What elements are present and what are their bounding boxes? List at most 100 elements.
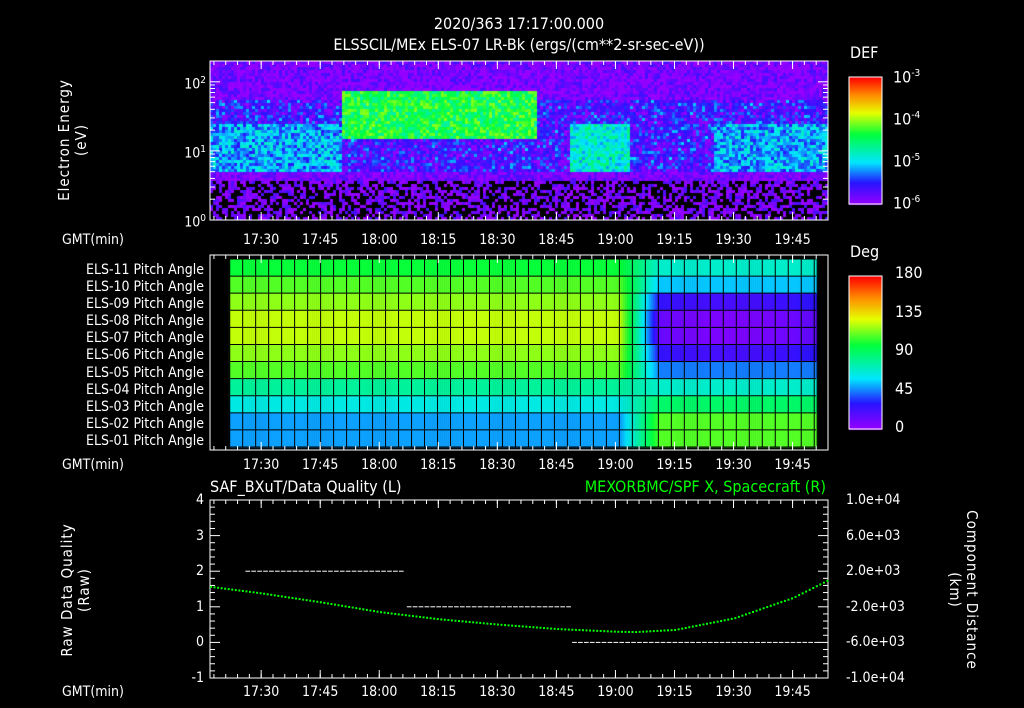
spf-x-point	[259, 592, 262, 595]
energy-axis-label: Electron Energy (eV)	[55, 79, 90, 201]
spf-x-point	[475, 621, 478, 624]
pitch-time-tick-label: 19:15	[656, 457, 693, 473]
line-time-tick-label: 19:00	[597, 684, 634, 700]
spf-x-point	[723, 619, 726, 622]
spf-x-point	[344, 605, 347, 608]
spf-x-point	[227, 588, 230, 591]
spectrogram-time-tick-label: 18:30	[479, 232, 516, 248]
spf-x-point	[589, 629, 592, 632]
spf-x-point	[535, 626, 538, 629]
spf-x-point	[348, 605, 351, 608]
spf-x-point	[783, 599, 786, 602]
spf-x-point	[617, 630, 620, 633]
spf-x-point	[472, 621, 475, 624]
line-time-tick-label: 18:45	[538, 684, 575, 700]
quality-axis-label: Raw Data Quality (Raw)	[58, 523, 93, 656]
left-tick-label: 4	[195, 492, 204, 508]
spf-x-point	[489, 622, 492, 625]
spf-x-point	[610, 630, 613, 633]
spf-x-point	[596, 629, 599, 632]
pitch-angle-row-label: ELS-10 Pitch Angle	[85, 279, 204, 296]
spf-x-point	[766, 606, 769, 609]
left-tick-label: -1	[191, 670, 204, 686]
spf-x-point	[698, 624, 701, 627]
spf-x-point	[737, 615, 740, 618]
spf-x-point	[826, 579, 829, 582]
spf-x-point	[564, 628, 567, 631]
spf-x-point	[787, 598, 790, 601]
spf-x-point	[447, 619, 450, 622]
spf-x-point	[705, 622, 708, 625]
deg-colorbar	[848, 275, 883, 430]
line-time-tick-label: 18:30	[479, 684, 516, 700]
pitch-time-tick-label: 17:30	[243, 457, 280, 473]
spf-x-point	[752, 610, 755, 613]
spf-x-point	[231, 588, 234, 591]
spf-x-point	[628, 630, 631, 633]
spf-x-point	[592, 629, 595, 632]
spf-x-point	[309, 599, 312, 602]
right-tick-label: 6.0e+03	[846, 527, 901, 544]
spf-x-point	[496, 623, 499, 626]
line-time-tick-label: 18:15	[420, 684, 457, 700]
spf-x-point	[330, 603, 333, 606]
spf-x-point	[241, 589, 244, 592]
spf-x-point	[741, 614, 744, 617]
pitch-angle-row-label: ELS-04 Pitch Angle	[85, 381, 204, 398]
spf-x-point	[790, 597, 793, 600]
spf-x-point	[312, 600, 315, 603]
spf-x-point	[333, 603, 336, 606]
energy-units: (eV)	[72, 123, 90, 157]
energy-tick-label: 102	[184, 74, 206, 93]
spf-x-point	[383, 611, 386, 614]
spf-x-point	[326, 602, 329, 605]
left-tick-label: 0	[195, 634, 204, 651]
spf-x-point	[812, 587, 815, 590]
pitch-time-tick-label: 18:15	[420, 457, 457, 473]
spf-x-point	[638, 630, 641, 633]
spf-x-point	[298, 598, 301, 601]
spectrogram-time-tick-label: 17:45	[302, 232, 339, 248]
spf-x-point	[642, 630, 645, 633]
spf-x-point	[543, 627, 546, 630]
spectrogram-time-tick-label: 18:15	[420, 232, 457, 248]
spf-x-point	[433, 617, 436, 620]
spf-x-point	[213, 586, 216, 589]
spf-x-point	[415, 615, 418, 618]
spf-x-point	[479, 621, 482, 624]
def-colorbar-tick-label: 10-3	[893, 67, 921, 87]
spf-x-point	[411, 615, 414, 618]
spf-x-point	[351, 606, 354, 609]
spectrogram-time-tick-label: 17:30	[243, 232, 280, 248]
spf-x-point	[454, 619, 457, 622]
spf-x-point	[631, 631, 634, 634]
spf-x-point	[277, 594, 280, 597]
spf-x-point	[599, 630, 602, 633]
spf-x-point	[759, 608, 762, 611]
spf-x-point	[390, 612, 393, 615]
right-tick-label: -1.0e+04	[846, 670, 905, 686]
spf-x-point	[659, 629, 662, 632]
spf-x-point	[652, 630, 655, 633]
spectrogram-frame	[209, 60, 829, 221]
spf-x-point	[532, 626, 535, 629]
spf-x-point	[305, 599, 308, 602]
spf-x-point	[440, 618, 443, 621]
spf-x-point	[450, 619, 453, 622]
spf-x-point	[553, 627, 556, 630]
spf-x-point	[815, 585, 818, 588]
spf-x-point	[482, 622, 485, 625]
spectrogram-time-tick-label: 19:15	[656, 232, 693, 248]
spf-x-point	[578, 629, 581, 632]
energy-tick-label: 100	[184, 213, 206, 231]
pitch-time-tick-label: 19:30	[715, 457, 752, 473]
spf-title: MEXORBMC/SPF X, Spacecraft (R)	[584, 477, 826, 496]
spectrogram-time-tick-label: 18:00	[361, 232, 398, 248]
spf-x-point	[709, 622, 712, 625]
spf-x-point	[217, 586, 220, 589]
spf-x-point	[567, 628, 570, 631]
spf-x-point	[401, 613, 404, 616]
energy-label: Electron Energy	[55, 79, 73, 201]
spf-x-point	[769, 604, 772, 607]
spf-x-point	[468, 621, 471, 624]
